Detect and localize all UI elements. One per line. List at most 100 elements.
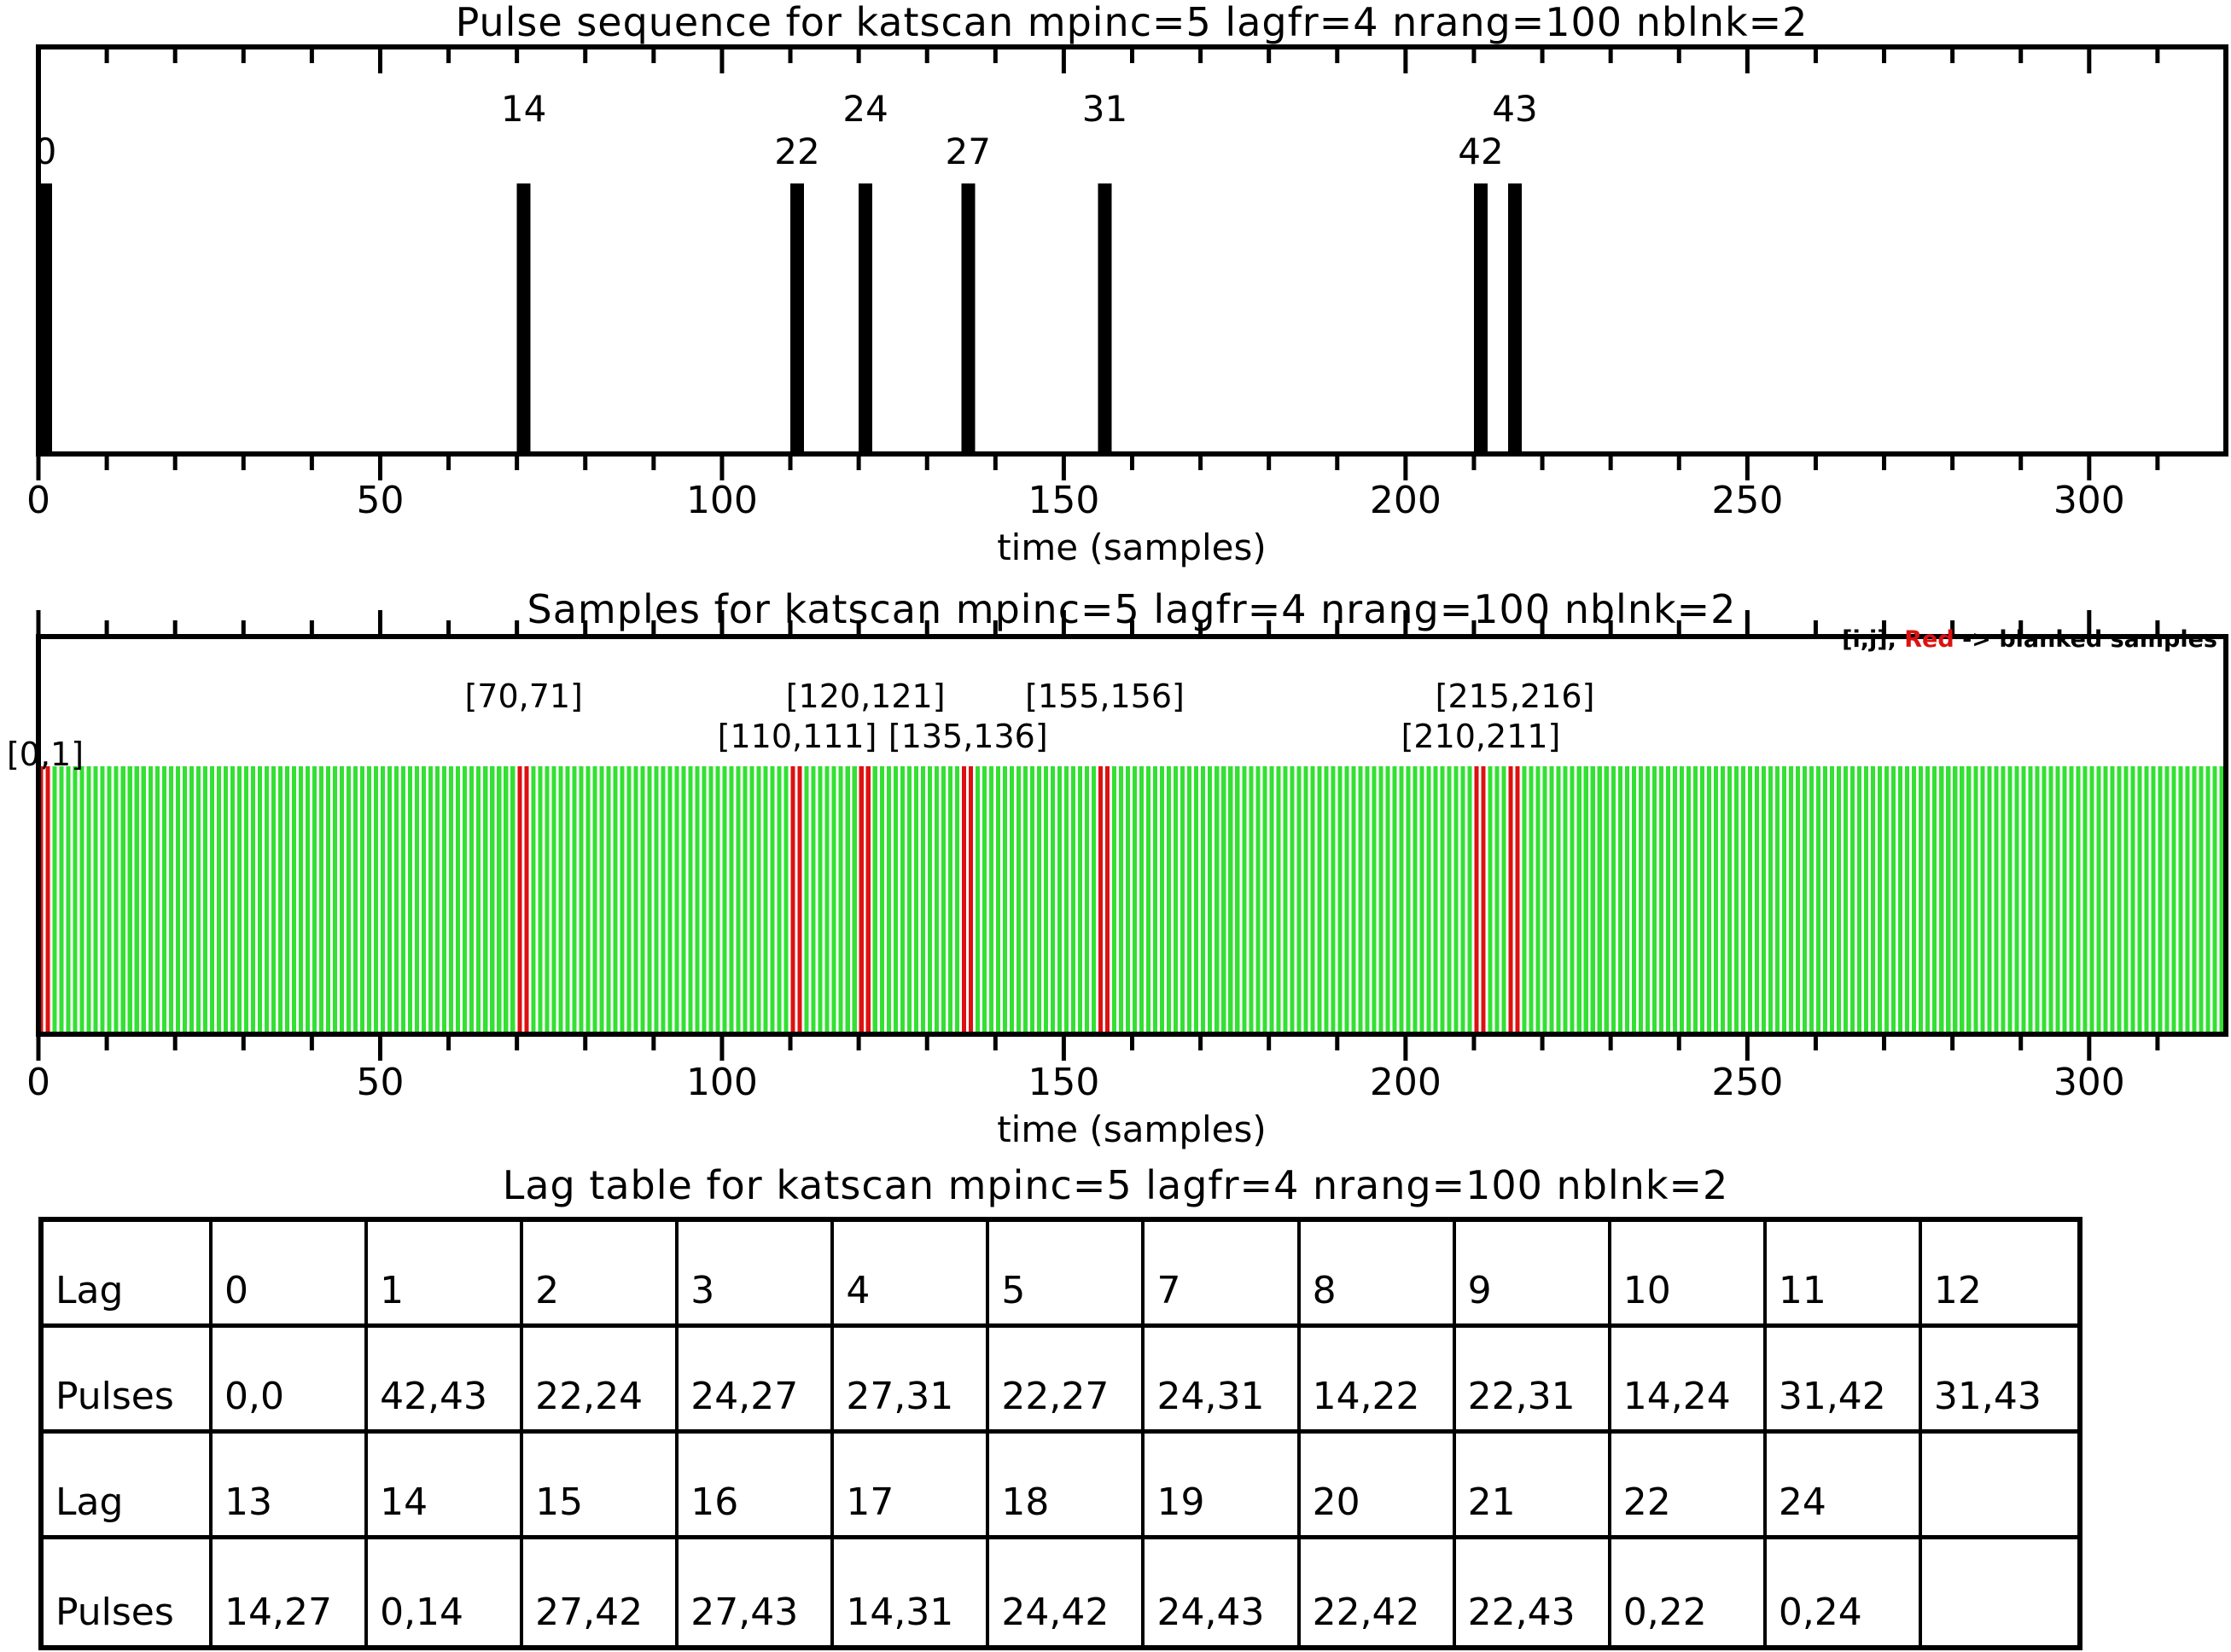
- sample-bar: [1720, 766, 1725, 1032]
- sample-bar: [1494, 766, 1500, 1032]
- lag-table: Lag 0 1 2 3 4 5 7 8 9 10 11 12 Pulses 0,0 42,43 22,24 24,…: [38, 1217, 2082, 1650]
- pulse-pair-cell: 0,0: [213, 1328, 369, 1434]
- samples-plot-area: 0 50 100 150 200 250 300[0,1][70,71][110,111][…: [7, 610, 2228, 1104]
- sample-bar: [394, 766, 399, 1032]
- sample-bar: [1255, 766, 1261, 1032]
- sample-bar: [558, 766, 563, 1032]
- sample-bar: [1932, 766, 1937, 1032]
- sample-bar: [2171, 766, 2176, 1032]
- sample-bar: [175, 766, 180, 1032]
- sample-bar: [893, 766, 898, 1032]
- lag-number-cell: 12: [1921, 1222, 2077, 1328]
- sample-bar: [770, 766, 775, 1032]
- sample-bar: [291, 766, 296, 1032]
- sample-bar: [1966, 766, 1972, 1032]
- pulse-pair-cell: 27,31: [834, 1328, 990, 1434]
- sample-bar: [1221, 766, 1226, 1032]
- sample-bar: [551, 766, 556, 1032]
- sample-bar: [202, 766, 207, 1032]
- sample-bar: [1768, 766, 1774, 1032]
- sample-bar: [667, 766, 673, 1032]
- sample-bar: [1160, 766, 1165, 1032]
- lag-number-cell: 9: [1455, 1222, 1611, 1328]
- sample-bar: [531, 766, 536, 1032]
- lag-table-row-label: Pulses: [44, 1328, 213, 1434]
- sample-bar: [1112, 766, 1117, 1032]
- sample-bar: [1844, 766, 1849, 1032]
- sample-bar: [702, 766, 707, 1032]
- sample-bar: [107, 766, 112, 1032]
- sample-bar: [476, 766, 481, 1032]
- sample-bar: [1754, 766, 1759, 1032]
- sample-bar: [1385, 766, 1390, 1032]
- sample-bar: [1692, 766, 1698, 1032]
- sample-bar: [1706, 766, 1711, 1032]
- sample-bar: [722, 766, 727, 1032]
- pulse-pair-cell: 24,43: [1145, 1539, 1301, 1645]
- sample-bar: [572, 766, 577, 1032]
- sample-bar: [442, 766, 447, 1032]
- sample-bar: [579, 766, 584, 1032]
- sample-bar: [1447, 766, 1452, 1032]
- sample-bar: [1317, 766, 1322, 1032]
- sample-bar: [469, 766, 475, 1032]
- sample-bar: [988, 766, 993, 1032]
- sample-bar: [1029, 766, 1035, 1032]
- sample-bar: [1331, 766, 1336, 1032]
- sample-bar: [100, 766, 105, 1032]
- sample-bar: [913, 766, 918, 1032]
- sample-bar: [1174, 766, 1179, 1032]
- blanked-sample-bar: [961, 766, 966, 1032]
- sample-bar: [298, 766, 304, 1032]
- sample-bar: [73, 766, 78, 1032]
- sample-bar: [1126, 766, 1131, 1032]
- sample-bar: [1194, 766, 1199, 1032]
- sample-bar: [1337, 766, 1343, 1032]
- samples-chart-xlabel: time (samples): [997, 1108, 1267, 1150]
- sample-bar: [381, 766, 386, 1032]
- sample-bar: [1022, 766, 1028, 1032]
- sample-bar: [490, 766, 495, 1032]
- sample-bar: [606, 766, 611, 1032]
- blanked-sample-bar: [38, 766, 44, 1032]
- lag-number-cell: 3: [679, 1222, 835, 1328]
- sample-bar: [599, 766, 604, 1032]
- pulse-pair-cell: 22,43: [1456, 1539, 1611, 1645]
- sample-bar: [264, 766, 269, 1032]
- sample-bar: [1378, 766, 1383, 1032]
- sample-bar: [2178, 766, 2183, 1032]
- sample-bar: [2205, 766, 2211, 1032]
- x-tick-label: 250: [1711, 1061, 1783, 1104]
- sample-bar: [277, 766, 283, 1032]
- sample-bar: [2042, 766, 2047, 1032]
- sample-bar: [1973, 766, 1978, 1032]
- x-tick-label: 100: [686, 1061, 758, 1104]
- pulse-pair-cell: [1922, 1539, 2077, 1645]
- sample-bar: [1994, 766, 1999, 1032]
- sample-bar: [1522, 766, 1527, 1032]
- pulse-pair-cell: 0,22: [1611, 1539, 1767, 1645]
- sample-bar: [114, 766, 119, 1032]
- sample-bar: [1043, 766, 1049, 1032]
- sample-bar: [1624, 766, 1629, 1032]
- pulse-sequence-chart: Pulse sequence for katscan mpinc=5 lagfr…: [26, 0, 2228, 568]
- sample-bar: [1249, 766, 1254, 1032]
- pulse-bar: [38, 183, 52, 451]
- sample-bar: [661, 766, 666, 1032]
- sample-bar: [154, 766, 160, 1032]
- sample-bar: [2212, 766, 2217, 1032]
- sample-bar: [804, 766, 809, 1032]
- sample-bar: [838, 766, 843, 1032]
- lag-number-cell: 11: [1766, 1222, 1922, 1328]
- sample-bar: [1774, 766, 1780, 1032]
- sample-bar: [2001, 766, 2006, 1032]
- sample-bar: [216, 766, 221, 1032]
- sample-bar: [504, 766, 509, 1032]
- sample-bar: [1960, 766, 1965, 1032]
- sample-bar: [387, 766, 393, 1032]
- blanked-pair-annotation: [135,136]: [888, 718, 1048, 755]
- sample-bar: [831, 766, 836, 1032]
- blanked-pair-annotation: [120,121]: [786, 678, 946, 715]
- legend-prefix: [i,j],: [1842, 626, 1904, 653]
